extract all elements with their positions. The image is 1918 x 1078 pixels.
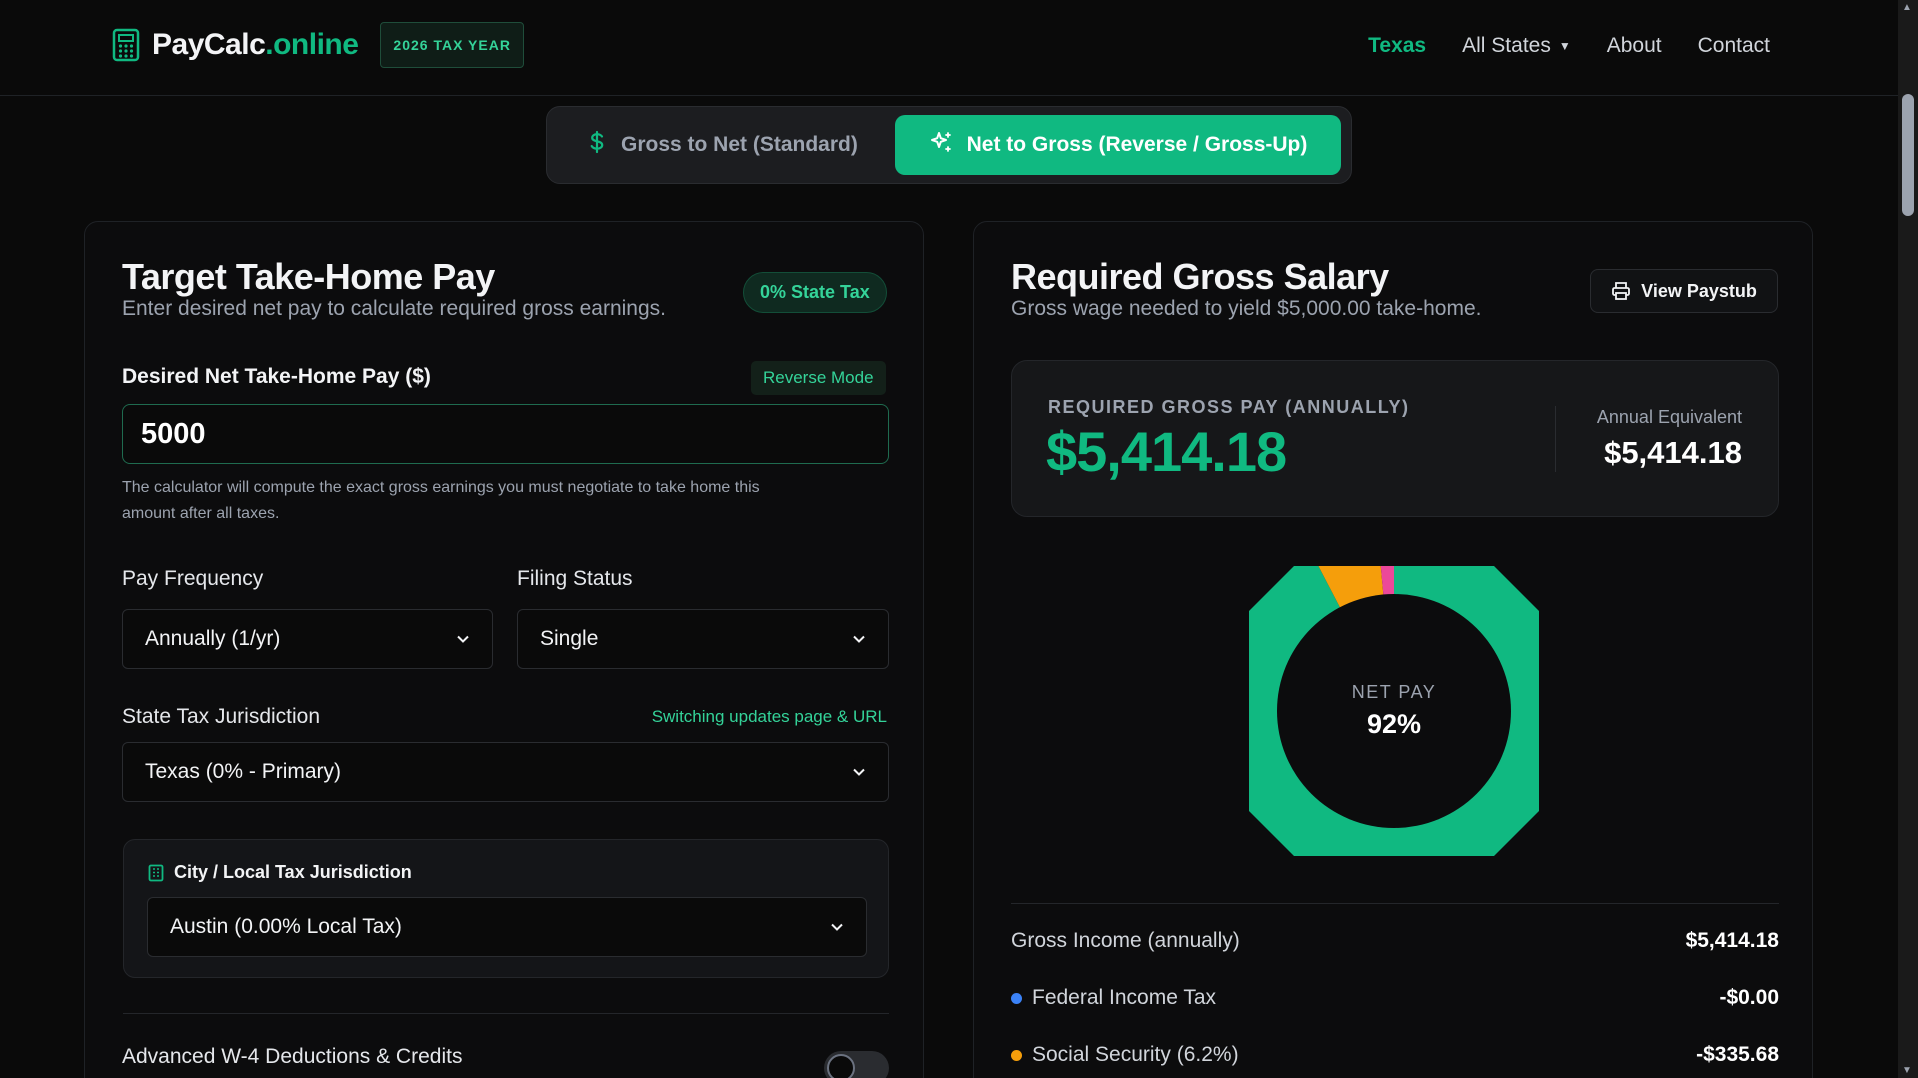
reverse-mode-badge: Reverse Mode — [751, 361, 886, 395]
section-divider — [123, 1013, 889, 1014]
breakdown-divider — [1011, 903, 1779, 904]
pay-frequency-select[interactable]: Annually (1/yr) — [122, 609, 493, 669]
local-tax-label: City / Local Tax Jurisdiction — [148, 862, 412, 883]
scroll-down-icon[interactable]: ▼ — [1902, 1065, 1912, 1076]
brand[interactable]: PayCalc.online 2026 TAX YEAR — [112, 22, 524, 68]
calculation-mode-switch: Gross to Net (Standard) Net to Gross (Re… — [546, 106, 1352, 184]
state-switch-note: Switching updates page & URL — [651, 707, 887, 726]
pay-frequency-label: Pay Frequency — [122, 567, 264, 590]
donut-hole — [1277, 594, 1511, 828]
scroll-up-icon[interactable]: ▲ — [1902, 2, 1912, 13]
state-jurisdiction-label: State Tax Jurisdiction — [122, 705, 321, 728]
required-gross-label: REQUIRED GROSS PAY (ANNUALLY) — [1048, 397, 1410, 417]
chevron-down-icon — [457, 635, 469, 643]
required-gross-summary: REQUIRED GROSS PAY (ANNUALLY) $5,414.18 … — [1011, 360, 1779, 517]
caret-down-icon: ▼ — [1558, 39, 1571, 54]
net-pay-donut-chart — [1249, 566, 1539, 856]
input-card-title: Target Take-Home Pay — [122, 256, 495, 297]
result-card: Required Gross Salary Gross wage needed … — [973, 221, 1813, 1078]
advanced-w4-toggle[interactable] — [824, 1051, 889, 1078]
filing-status-select[interactable]: Single — [517, 609, 889, 669]
building-icon — [148, 864, 164, 881]
printer-icon — [1612, 282, 1631, 300]
summary-divider — [1555, 406, 1556, 472]
gross-to-net-tab[interactable]: Gross to Net (Standard) — [557, 115, 888, 175]
nav-contact[interactable]: Contact — [1697, 34, 1770, 57]
dollar-icon — [587, 130, 607, 160]
chevron-down-icon — [831, 923, 843, 931]
main-nav: Texas All States ▼ About Contact — [1368, 34, 1770, 58]
advanced-w4-label: Advanced W-4 Deductions & Credits — [122, 1045, 463, 1068]
brand-name: PayCalc.online — [152, 28, 359, 61]
result-card-title: Required Gross Salary — [1011, 256, 1389, 297]
input-card: Target Take-Home Pay Enter desired net p… — [84, 221, 924, 1078]
calculator-icon — [112, 28, 140, 62]
breakdown-row-gross: Gross Income (annually) $5,414.18 — [1011, 929, 1779, 952]
legend-dot — [1011, 1049, 1022, 1061]
annual-equivalent-label: Annual Equivalent — [1596, 407, 1742, 427]
input-card-subtitle: Enter desired net pay to calculate requi… — [122, 297, 666, 320]
page-scrollbar[interactable]: ▲ ▼ — [1898, 0, 1918, 1078]
top-navigation-bar: PayCalc.online 2026 TAX YEAR Texas All S… — [0, 0, 1898, 96]
annual-equivalent-value: $5,414.18 — [1604, 435, 1742, 470]
net-to-gross-tab[interactable]: Net to Gross (Reverse / Gross-Up) — [895, 115, 1341, 175]
donut-center-label: NET PAY 92% — [1351, 682, 1437, 739]
result-card-subtitle: Gross wage needed to yield $5,000.00 tak… — [1011, 297, 1482, 320]
breakdown-row-federal: Federal Income Tax -$0.00 — [1011, 986, 1779, 1010]
local-tax-panel: City / Local Tax Jurisdiction Austin (0.… — [123, 839, 889, 978]
net-pay-label: Desired Net Take-Home Pay ($) — [122, 365, 431, 388]
breakdown-row-social-security: Social Security (6.2%) -$335.68 — [1011, 1043, 1779, 1067]
net-pay-input[interactable]: 5000 — [122, 404, 889, 464]
required-gross-value: $5,414.18 — [1046, 420, 1287, 483]
view-paystub-button[interactable]: View Paystub — [1590, 269, 1778, 313]
chevron-down-icon — [853, 635, 865, 643]
tax-year-badge: 2026 TAX YEAR — [380, 22, 524, 68]
nav-all-states[interactable]: All States ▼ — [1462, 34, 1571, 57]
chevron-down-icon — [853, 768, 865, 776]
sparkle-icon — [929, 130, 953, 160]
state-tax-pill: 0% State Tax — [743, 272, 887, 313]
state-jurisdiction-select[interactable]: Texas (0% - Primary) — [122, 742, 889, 802]
nav-about[interactable]: About — [1606, 34, 1662, 57]
net-pay-help-text: The calculator will compute the exact gr… — [122, 479, 760, 522]
scrollbar-thumb[interactable] — [1902, 94, 1914, 216]
legend-dot — [1011, 992, 1022, 1004]
filing-status-label: Filing Status — [517, 567, 633, 590]
nav-texas[interactable]: Texas — [1368, 34, 1427, 57]
local-tax-select[interactable]: Austin (0.00% Local Tax) — [147, 897, 867, 957]
